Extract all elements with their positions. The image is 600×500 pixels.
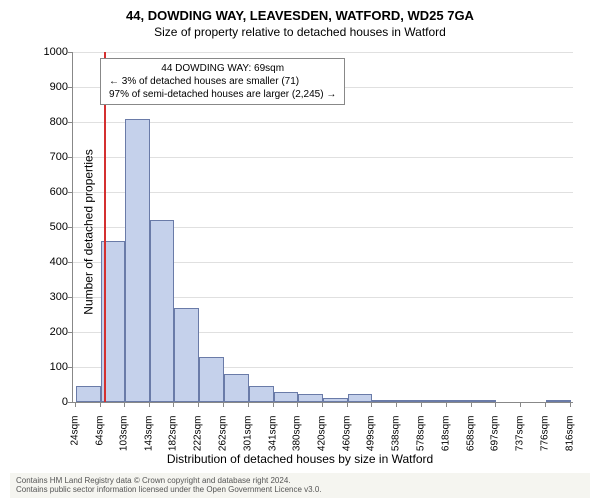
ytick-label: 200 [28, 326, 68, 338]
info-line-larger: 97% of semi-detached houses are larger (… [109, 88, 336, 101]
xtick-label: 776sqm [539, 416, 550, 466]
xtick-mark [545, 402, 546, 407]
xtick-label: 64sqm [94, 416, 105, 466]
xtick-mark [446, 402, 447, 407]
histogram-bar [372, 400, 396, 402]
histogram-bar [224, 374, 248, 402]
info-line-property: 44 DOWDING WAY: 69sqm [109, 62, 336, 75]
ytick-label: 600 [28, 186, 68, 198]
xtick-mark [396, 402, 397, 407]
chart-container: 44, DOWDING WAY, LEAVESDEN, WATFORD, WD2… [0, 0, 600, 500]
footer-line-1: Contains HM Land Registry data © Crown c… [16, 476, 584, 486]
xtick-label: 538sqm [390, 416, 401, 466]
footer-attribution: Contains HM Land Registry data © Crown c… [10, 473, 590, 498]
ytick-mark [67, 87, 72, 88]
ytick-label: 300 [28, 291, 68, 303]
histogram-bar [174, 308, 199, 403]
ytick-label: 700 [28, 151, 68, 163]
histogram-bar [150, 220, 174, 402]
xtick-label: 460sqm [342, 416, 353, 466]
xtick-mark [520, 402, 521, 407]
histogram-bar [298, 394, 323, 402]
xtick-mark [223, 402, 224, 407]
gridline [73, 52, 573, 53]
xtick-label: 143sqm [143, 416, 154, 466]
xtick-label: 380sqm [292, 416, 303, 466]
xtick-mark [124, 402, 125, 407]
xtick-label: 618sqm [440, 416, 451, 466]
xtick-mark [347, 402, 348, 407]
ytick-mark [67, 367, 72, 368]
ytick-mark [67, 402, 72, 403]
ytick-mark [67, 157, 72, 158]
xtick-label: 737sqm [515, 416, 526, 466]
footer-line-2: Contains public sector information licen… [16, 485, 584, 495]
xtick-label: 816sqm [564, 416, 575, 466]
ytick-mark [67, 297, 72, 298]
xtick-mark [149, 402, 150, 407]
xtick-mark [273, 402, 274, 407]
xtick-mark [248, 402, 249, 407]
xtick-label: 103sqm [118, 416, 129, 466]
histogram-bar [323, 398, 348, 402]
ytick-mark [67, 332, 72, 333]
info-line-smaller: ← 3% of detached houses are smaller (71) [109, 75, 336, 88]
xtick-label: 222sqm [193, 416, 204, 466]
xtick-label: 182sqm [168, 416, 179, 466]
xtick-mark [471, 402, 472, 407]
y-axis-label: Number of detached properties [82, 149, 96, 314]
xtick-label: 262sqm [218, 416, 229, 466]
xtick-mark [75, 402, 76, 407]
ytick-label: 0 [28, 396, 68, 408]
histogram-bar [125, 119, 150, 403]
histogram-bar [199, 357, 224, 403]
xtick-label: 301sqm [242, 416, 253, 466]
xtick-label: 697sqm [490, 416, 501, 466]
xtick-label: 420sqm [317, 416, 328, 466]
ytick-label: 500 [28, 221, 68, 233]
ytick-mark [67, 262, 72, 263]
xtick-mark [297, 402, 298, 407]
histogram-bar [397, 400, 422, 402]
histogram-bar [422, 400, 447, 402]
xtick-mark [173, 402, 174, 407]
xtick-mark [495, 402, 496, 407]
histogram-bar [546, 400, 571, 402]
xtick-label: 578sqm [415, 416, 426, 466]
chart-title-sub: Size of property relative to detached ho… [0, 23, 600, 39]
xtick-mark [371, 402, 372, 407]
xtick-mark [198, 402, 199, 407]
ytick-label: 400 [28, 256, 68, 268]
ytick-label: 800 [28, 116, 68, 128]
histogram-bar [472, 400, 496, 402]
xtick-mark [570, 402, 571, 407]
histogram-bar [76, 386, 101, 402]
xtick-label: 658sqm [465, 416, 476, 466]
ytick-mark [67, 52, 72, 53]
xtick-mark [100, 402, 101, 407]
ytick-label: 900 [28, 81, 68, 93]
chart-title-main: 44, DOWDING WAY, LEAVESDEN, WATFORD, WD2… [0, 0, 600, 23]
ytick-label: 100 [28, 361, 68, 373]
xtick-mark [421, 402, 422, 407]
ytick-label: 1000 [28, 46, 68, 58]
xtick-label: 341sqm [267, 416, 278, 466]
xtick-label: 24sqm [69, 416, 80, 466]
histogram-bar [348, 394, 372, 402]
ytick-mark [67, 192, 72, 193]
ytick-mark [67, 227, 72, 228]
xtick-mark [322, 402, 323, 407]
info-box: 44 DOWDING WAY: 69sqm ← 3% of detached h… [100, 58, 345, 105]
ytick-mark [67, 122, 72, 123]
histogram-bar [274, 392, 298, 403]
xtick-label: 499sqm [366, 416, 377, 466]
histogram-bar [447, 400, 472, 402]
histogram-bar [249, 386, 274, 402]
